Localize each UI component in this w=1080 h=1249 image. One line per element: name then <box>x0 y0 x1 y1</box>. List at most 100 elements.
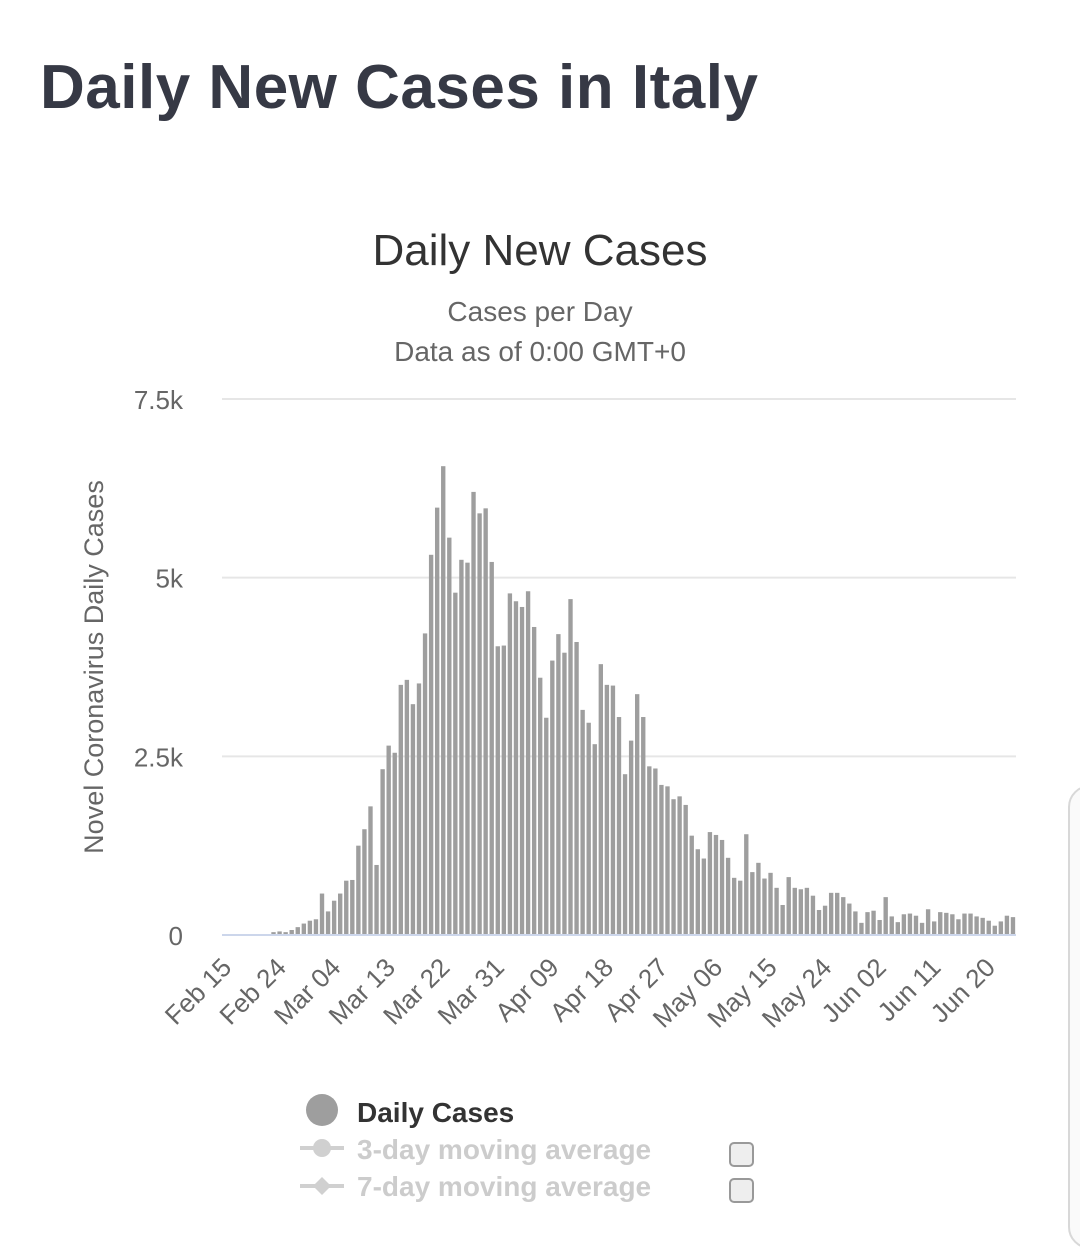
bar[interactable] <box>998 921 1004 935</box>
bar[interactable] <box>398 684 403 935</box>
bar[interactable] <box>574 641 579 935</box>
legend-checkbox-7day[interactable] <box>729 1178 754 1203</box>
bar[interactable] <box>853 911 858 935</box>
bar[interactable] <box>804 887 810 935</box>
bar[interactable] <box>459 559 464 935</box>
bar[interactable] <box>580 709 585 935</box>
bar[interactable] <box>665 786 670 935</box>
bar[interactable] <box>635 694 640 935</box>
bar[interactable] <box>562 652 567 935</box>
scrollbar-edge[interactable] <box>1068 785 1080 1249</box>
bar[interactable] <box>495 646 500 935</box>
bar[interactable] <box>671 799 676 935</box>
bar[interactable] <box>865 912 870 935</box>
bar[interactable] <box>828 892 834 935</box>
bar[interactable] <box>622 774 628 935</box>
bar[interactable] <box>786 877 791 935</box>
bar[interactable] <box>907 913 913 935</box>
bar[interactable] <box>307 920 313 935</box>
bar[interactable] <box>610 685 616 935</box>
bar[interactable] <box>325 911 331 935</box>
bar[interactable] <box>780 904 785 935</box>
bar[interactable] <box>822 905 828 935</box>
bar[interactable] <box>422 633 428 935</box>
bar[interactable] <box>774 887 779 935</box>
bar[interactable] <box>513 601 519 935</box>
bar[interactable] <box>701 858 707 935</box>
bar[interactable] <box>434 507 440 935</box>
bar[interactable] <box>471 491 476 935</box>
bar[interactable] <box>968 913 973 935</box>
bar[interactable] <box>695 849 700 935</box>
bar[interactable] <box>962 913 967 935</box>
bar[interactable] <box>531 626 537 935</box>
bar[interactable] <box>271 932 276 935</box>
bar[interactable] <box>659 784 664 935</box>
bar[interactable] <box>501 645 507 935</box>
bar[interactable] <box>925 909 931 935</box>
bar[interactable] <box>489 561 494 935</box>
bar[interactable] <box>465 562 470 935</box>
bar[interactable] <box>519 606 525 935</box>
legend-item-3day-average[interactable]: 3-day moving average <box>300 1134 754 1167</box>
bar[interactable] <box>319 893 325 935</box>
bar[interactable] <box>356 845 361 935</box>
bar[interactable] <box>877 919 882 935</box>
bar[interactable] <box>301 923 307 935</box>
bar[interactable] <box>725 857 731 935</box>
bar[interactable] <box>392 752 397 935</box>
bar[interactable] <box>731 877 737 935</box>
bar[interactable] <box>386 745 391 935</box>
bar[interactable] <box>889 916 894 935</box>
bar[interactable] <box>810 895 816 935</box>
bar[interactable] <box>901 914 907 935</box>
bar[interactable] <box>483 508 488 935</box>
bar[interactable] <box>604 684 610 935</box>
bar[interactable] <box>507 593 513 935</box>
bar[interactable] <box>713 834 719 935</box>
bar[interactable] <box>756 862 761 935</box>
bar[interactable] <box>447 537 452 935</box>
bar[interactable] <box>683 804 688 935</box>
legend-item-daily-cases[interactable]: Daily Cases <box>306 1094 514 1128</box>
bar[interactable] <box>950 914 955 935</box>
legend-item-7day-average[interactable]: 7-day moving average <box>300 1171 754 1203</box>
bar[interactable] <box>556 634 561 935</box>
bar[interactable] <box>525 591 531 935</box>
bar[interactable] <box>441 466 446 935</box>
bar[interactable] <box>677 796 682 935</box>
bar[interactable] <box>974 916 979 935</box>
bar[interactable] <box>931 921 937 935</box>
bar[interactable] <box>919 922 925 935</box>
bar[interactable] <box>913 915 919 935</box>
bar[interactable] <box>653 768 658 935</box>
bar[interactable] <box>283 932 288 935</box>
bar[interactable] <box>944 912 949 935</box>
legend-checkbox-3day[interactable] <box>729 1142 754 1167</box>
bar[interactable] <box>992 925 997 935</box>
bar[interactable] <box>689 835 694 935</box>
bar[interactable] <box>883 897 888 935</box>
bar[interactable] <box>986 920 991 935</box>
bar[interactable] <box>277 931 282 935</box>
bar[interactable] <box>410 704 416 935</box>
bar[interactable] <box>598 664 603 935</box>
bar[interactable] <box>331 900 337 935</box>
bar[interactable] <box>344 880 349 935</box>
bar[interactable] <box>313 919 319 935</box>
bar[interactable] <box>586 722 591 935</box>
bar[interactable] <box>798 889 804 935</box>
bar[interactable] <box>592 744 597 935</box>
bar[interactable] <box>768 872 773 935</box>
bar[interactable] <box>404 679 410 935</box>
bar[interactable] <box>380 769 385 935</box>
bar[interactable] <box>374 864 379 935</box>
bar[interactable] <box>550 660 555 935</box>
bar[interactable] <box>719 839 725 935</box>
bar[interactable] <box>956 919 961 935</box>
bar[interactable] <box>641 717 646 935</box>
bar[interactable] <box>762 878 767 935</box>
bar[interactable] <box>616 717 622 935</box>
bar[interactable] <box>289 929 294 935</box>
bar[interactable] <box>416 683 422 935</box>
